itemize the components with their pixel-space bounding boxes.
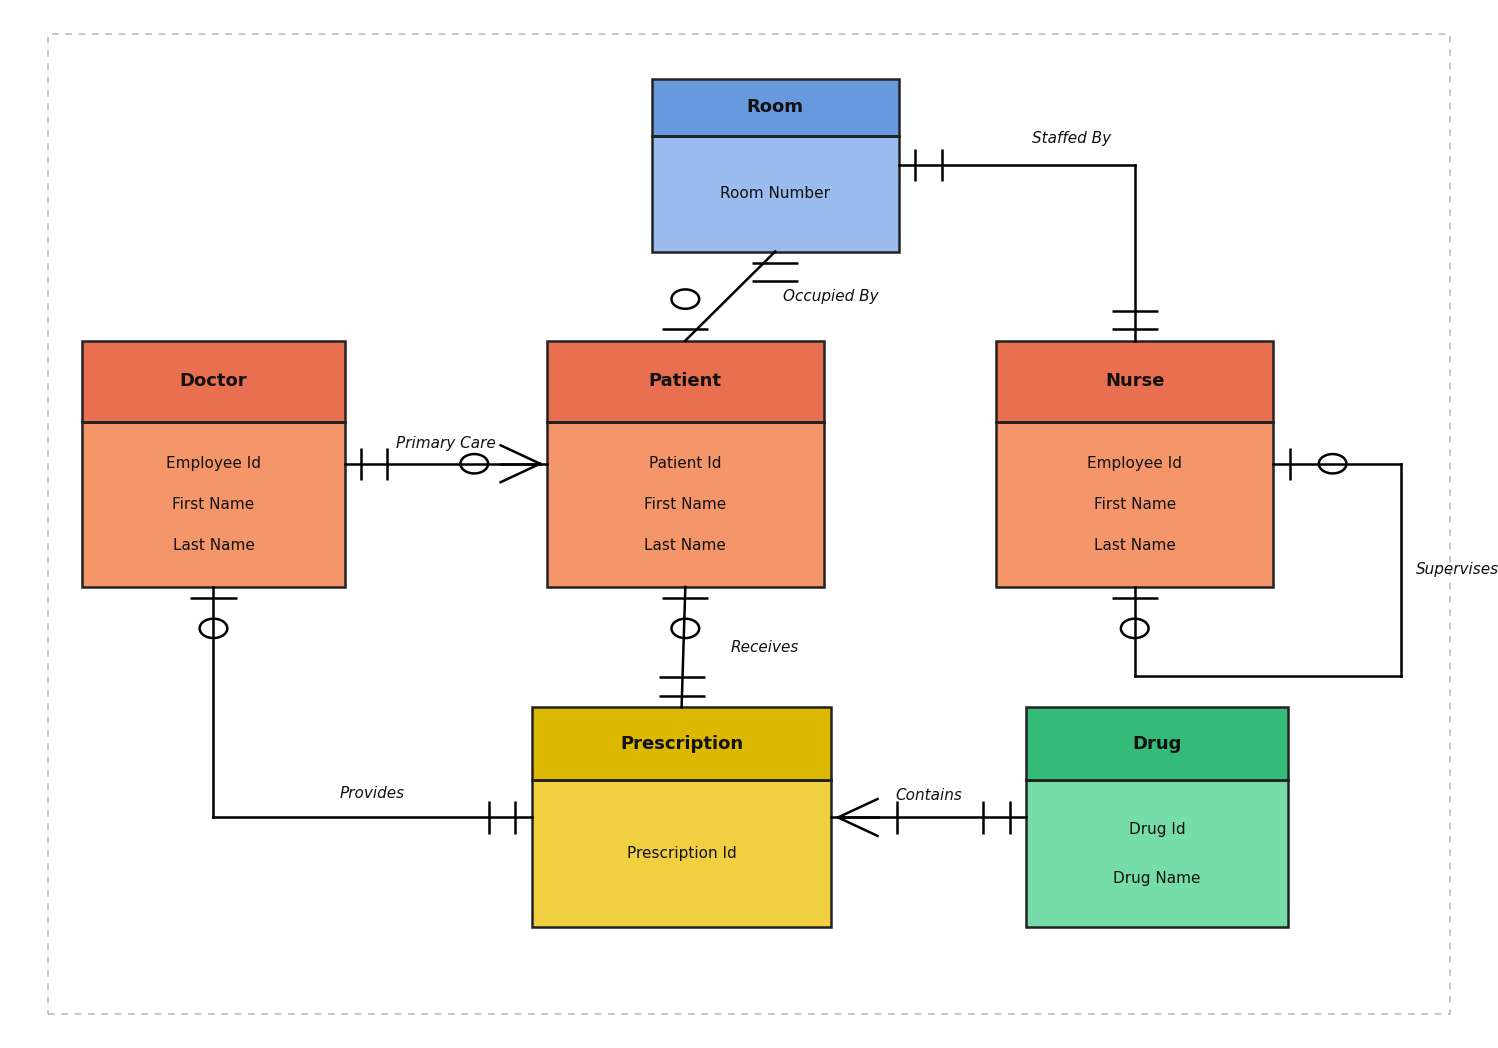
Bar	[996, 422, 1273, 587]
Text: Last Name: Last Name	[644, 538, 727, 553]
Text: Employee Id: Employee Id	[1088, 456, 1182, 471]
Bar	[547, 422, 824, 587]
Text: Doctor: Doctor	[180, 372, 247, 390]
Bar	[532, 707, 831, 780]
Bar	[652, 135, 899, 252]
Text: Primary Care: Primary Care	[395, 436, 496, 451]
Bar	[547, 341, 824, 422]
Text: Room: Room	[746, 99, 804, 116]
Text: Last Name: Last Name	[1094, 538, 1176, 553]
Text: Last Name: Last Name	[172, 538, 255, 553]
Text: Contains: Contains	[896, 788, 962, 803]
Text: Room Number: Room Number	[721, 187, 830, 201]
Bar	[82, 422, 345, 587]
Text: Occupied By: Occupied By	[782, 288, 878, 304]
Text: Prescription: Prescription	[620, 735, 743, 752]
Text: Drug Name: Drug Name	[1113, 871, 1201, 886]
Text: Patient Id: Patient Id	[649, 456, 722, 471]
Bar	[996, 341, 1273, 422]
Bar	[1026, 707, 1288, 780]
Bar	[652, 79, 899, 135]
Text: First Name: First Name	[644, 497, 727, 511]
Text: Nurse: Nurse	[1106, 372, 1164, 390]
Text: Provides: Provides	[340, 786, 404, 801]
Text: Staffed By: Staffed By	[1032, 131, 1112, 146]
Text: Drug: Drug	[1132, 735, 1182, 752]
Text: Receives: Receives	[731, 639, 798, 655]
Text: First Name: First Name	[172, 497, 255, 511]
Text: First Name: First Name	[1094, 497, 1176, 511]
Bar	[82, 341, 345, 422]
Text: Supervises: Supervises	[1416, 563, 1498, 577]
Bar	[532, 780, 831, 927]
Text: Employee Id: Employee Id	[166, 456, 261, 471]
Text: Patient: Patient	[649, 372, 722, 390]
Text: Prescription Id: Prescription Id	[626, 846, 737, 861]
Bar	[1026, 780, 1288, 927]
Text: Drug Id: Drug Id	[1129, 822, 1185, 836]
